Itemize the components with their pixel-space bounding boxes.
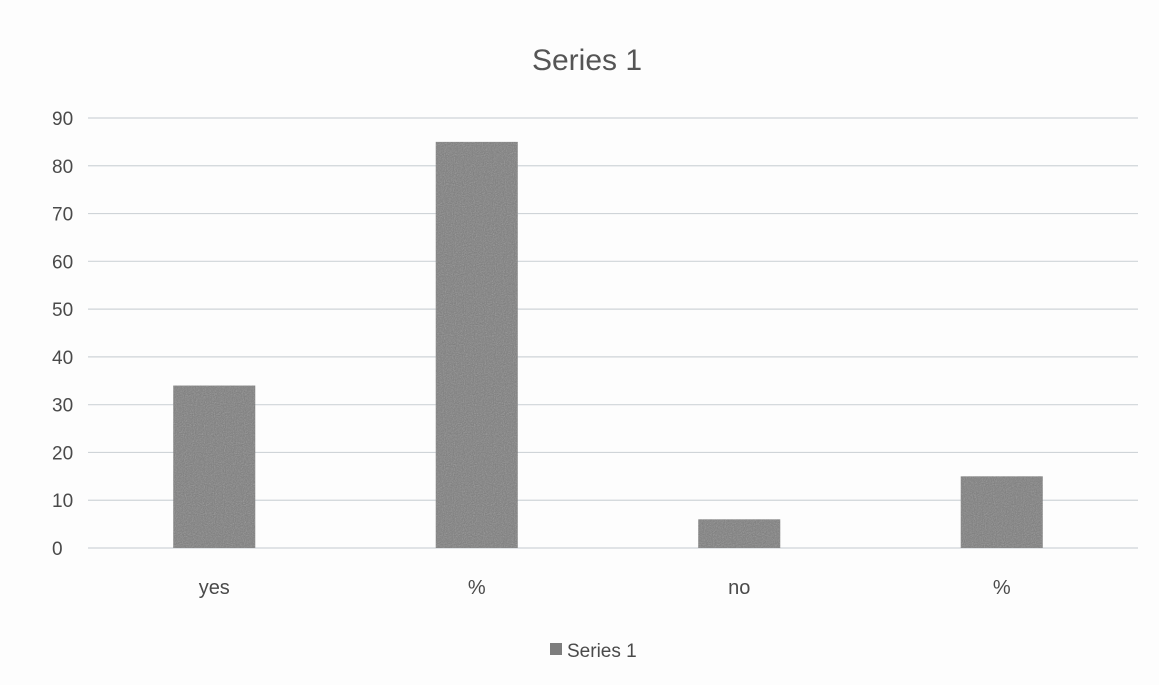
- legend-swatch-series-1: [550, 643, 562, 655]
- legend: Series 1: [550, 641, 637, 662]
- bar: [698, 519, 781, 548]
- bar: [960, 476, 1043, 548]
- x-tick-label: %: [993, 577, 1011, 599]
- y-tick-label: 90: [52, 109, 73, 130]
- y-tick-label: 20: [52, 443, 73, 464]
- y-tick-label: 0: [52, 539, 63, 560]
- legend-label-series-1: Series 1: [567, 641, 637, 662]
- y-tick-label: 50: [52, 300, 73, 321]
- y-tick-label: 60: [52, 252, 73, 273]
- x-tick-label: %: [468, 577, 486, 599]
- y-tick-label: 40: [52, 348, 73, 369]
- x-axis-ticks: yes% no%: [199, 577, 1011, 599]
- x-tick-label: yes: [199, 577, 230, 599]
- bar: [435, 141, 518, 548]
- y-tick-label: 80: [52, 157, 73, 178]
- y-tick-label: 70: [52, 205, 73, 226]
- gridlines: [88, 117, 1138, 549]
- y-tick-label: 30: [52, 396, 73, 417]
- y-axis-ticks: 0 10 20 30 40 50 60 70 80 90: [52, 109, 73, 560]
- y-tick-label: 10: [52, 491, 73, 512]
- chart-title: Series 1: [532, 44, 642, 77]
- x-tick-label: no: [728, 577, 750, 599]
- bars: [173, 141, 1043, 548]
- bar: [173, 385, 256, 548]
